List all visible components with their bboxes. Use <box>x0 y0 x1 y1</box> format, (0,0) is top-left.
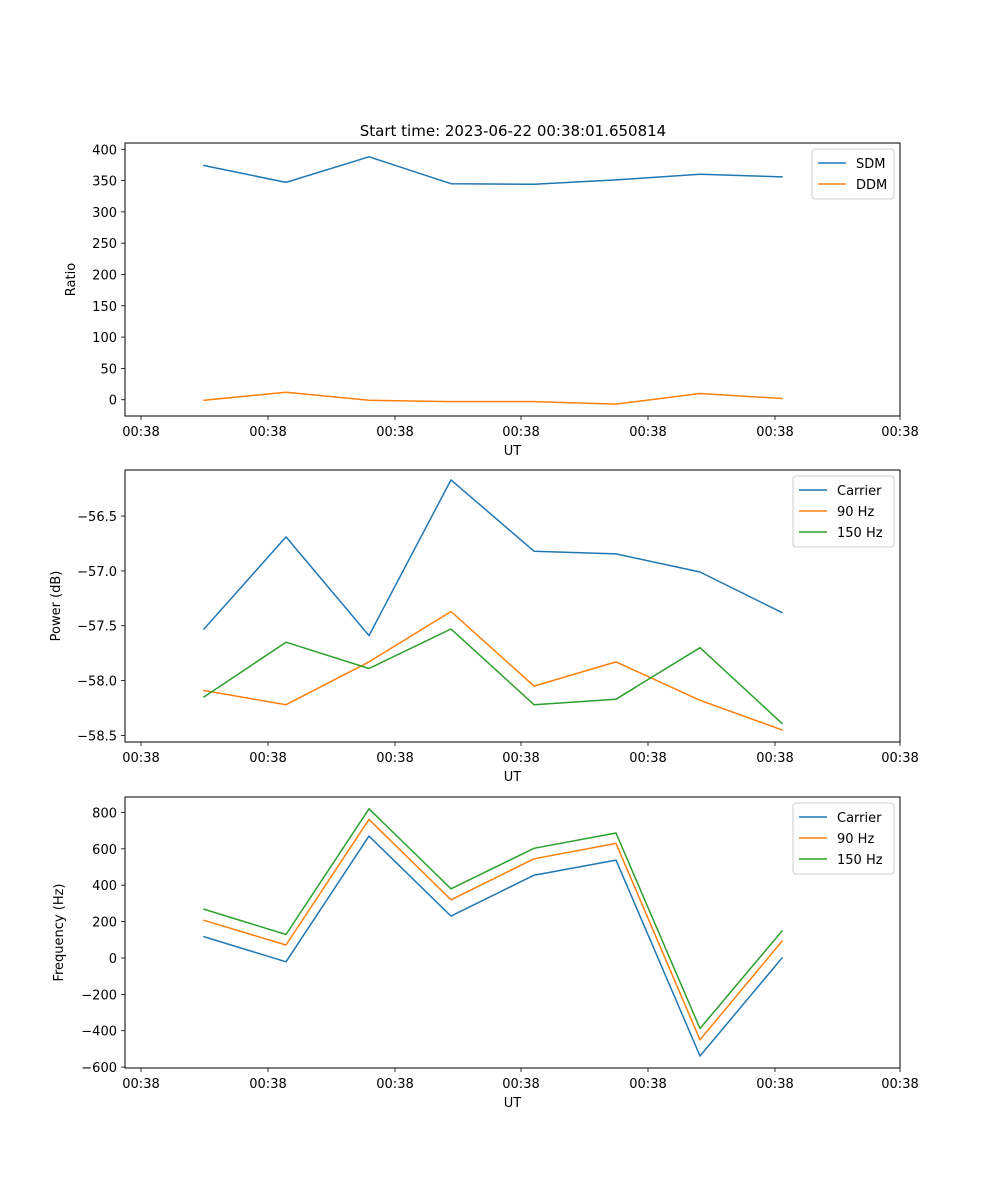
power-x-tick-label: 00:38 <box>122 751 159 766</box>
legend-label: SDM <box>856 157 885 172</box>
frequency-axes-frame <box>124 796 901 1069</box>
frequency-series-line-1 <box>203 818 784 1041</box>
ratio-y-tick-label: 300 <box>92 206 117 221</box>
power-x-tick-label: 00:38 <box>376 751 413 766</box>
frequency-y-tick-label: −400 <box>81 1025 117 1040</box>
legend-label: 150 Hz <box>837 853 883 868</box>
legend-frame <box>811 148 895 200</box>
power-y-axis-label: Power (dB) <box>49 571 64 642</box>
power-y-tick-label: −57.0 <box>77 565 117 580</box>
legend-label: Carrier <box>837 811 882 826</box>
power-x-tick-label: 00:38 <box>502 751 539 766</box>
frequency-y-tick-label: 800 <box>92 806 117 821</box>
power-panel: −58.5 −58.0 −57.5 −57.0 −56.5 00:38 00:38 00:38… <box>49 469 919 785</box>
frequency-x-tick-label: 00:38 <box>881 1077 918 1092</box>
frequency-y-tick-label: 400 <box>92 879 117 894</box>
figure-title: Start time: 2023-06-22 00:38:01.650814 <box>360 122 666 140</box>
frequency-y-tick-label: 600 <box>92 843 117 858</box>
ratio-y-tick-label: 350 <box>92 175 117 190</box>
legend-label: 90 Hz <box>837 832 874 847</box>
ratio-x-tick-label: 00:38 <box>502 425 539 440</box>
power-x-tick-label: 00:38 <box>629 751 666 766</box>
power-series-line-2 <box>202 628 784 725</box>
frequency-x-tick-label: 00:38 <box>249 1077 286 1092</box>
ratio-y-tick-label: 150 <box>92 300 117 315</box>
ratio-y-tick-label: 50 <box>100 362 117 377</box>
frequency-series-line-2 <box>203 808 784 1030</box>
ratio-x-tick-label: 00:38 <box>756 425 793 440</box>
legend-label: Carrier <box>837 484 882 499</box>
legend-frame <box>792 475 895 548</box>
frequency-legend: Carrier 90 Hz 150 Hz <box>792 802 895 875</box>
power-x-tick-label: 00:38 <box>756 751 793 766</box>
frequency-x-tick-label: 00:38 <box>122 1077 159 1092</box>
frequency-y-tick-label: 0 <box>109 952 117 967</box>
ratio-x-tick-label: 00:38 <box>881 425 918 440</box>
power-y-tick-label: −56.5 <box>77 510 117 525</box>
ratio-axes-frame <box>124 142 901 417</box>
ratio-y-tick-label: 200 <box>92 268 117 283</box>
power-y-tick-label: −58.0 <box>77 675 117 690</box>
frequency-x-tick-label: 00:38 <box>629 1077 666 1092</box>
frequency-y-tick-label: 200 <box>92 916 117 931</box>
power-legend: Carrier 90 Hz 150 Hz <box>792 475 895 548</box>
frequency-x-tick-label: 00:38 <box>756 1077 793 1092</box>
frequency-y-tick-label: −200 <box>81 988 117 1003</box>
ratio-x-tick-label: 00:38 <box>122 425 159 440</box>
power-y-tick-label: −57.5 <box>77 620 117 635</box>
ratio-y-axis-label: Ratio <box>64 263 79 296</box>
ratio-y-tick-label: 250 <box>92 237 117 252</box>
power-series-line-1 <box>203 610 783 731</box>
power-x-axis-label: UT <box>504 770 522 785</box>
frequency-x-axis-label: UT <box>504 1096 522 1111</box>
ratio-x-tick-label: 00:38 <box>629 425 666 440</box>
power-y-tick-label: −58.5 <box>77 729 117 744</box>
ratio-x-tick-label: 00:38 <box>249 425 286 440</box>
frequency-panel: −600 −400 −200 0 200 400 600 800 00:38 00:38 00:38… <box>52 796 919 1111</box>
ratio-y-tick-label: 100 <box>92 331 117 346</box>
ratio-panel: 0 50 100 150 200 250 300 350 400 00:38 00:38 00:38 0… <box>64 142 919 459</box>
ratio-series-line-1 <box>203 391 783 405</box>
ratio-series-line-0 <box>203 156 783 186</box>
legend-label: 90 Hz <box>837 505 874 520</box>
ratio-y-tick-label: 0 <box>109 394 117 409</box>
legend-label: 150 Hz <box>837 526 883 541</box>
power-x-tick-label: 00:38 <box>249 751 286 766</box>
frequency-x-tick-label: 00:38 <box>502 1077 539 1092</box>
power-axes-frame <box>124 469 901 743</box>
ratio-x-tick-label: 00:38 <box>376 425 413 440</box>
power-x-tick-label: 00:38 <box>881 751 918 766</box>
legend-frame <box>792 802 895 875</box>
frequency-series-line-0 <box>203 835 784 1057</box>
power-series-line-0 <box>202 479 784 637</box>
ratio-x-axis-label: UT <box>504 444 522 459</box>
ratio-y-tick-label: 400 <box>92 143 117 158</box>
ratio-legend: SDM DDM <box>811 148 895 200</box>
frequency-x-tick-label: 00:38 <box>376 1077 413 1092</box>
legend-label: DDM <box>856 178 887 193</box>
frequency-y-tick-label: −600 <box>81 1061 117 1076</box>
frequency-y-axis-label: Frequency (Hz) <box>52 883 67 981</box>
